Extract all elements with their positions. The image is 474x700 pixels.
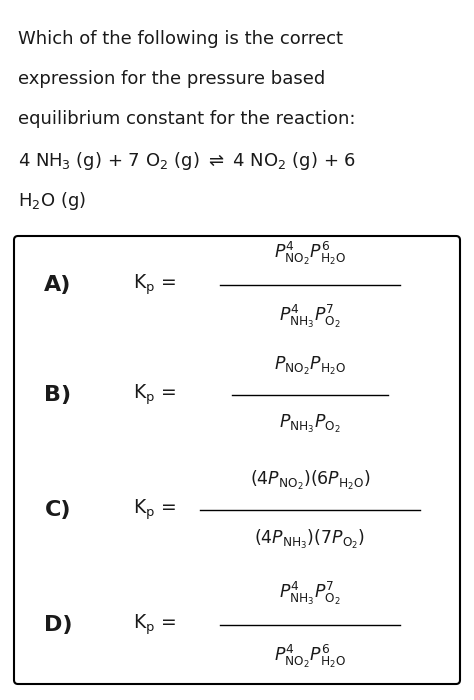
- Text: H$_2$O (g): H$_2$O (g): [18, 190, 86, 212]
- Text: $\mathrm{K_p}$ =: $\mathrm{K_p}$ =: [134, 498, 176, 522]
- Text: $P^4_{\mathrm{NH_3}}P^7_{\mathrm{O_2}}$: $P^4_{\mathrm{NH_3}}P^7_{\mathrm{O_2}}$: [279, 580, 341, 607]
- Text: $P_{\mathrm{NH_3}}P_{\mathrm{O_2}}$: $P_{\mathrm{NH_3}}P_{\mathrm{O_2}}$: [279, 413, 341, 435]
- Text: $\mathrm{K_p}$ =: $\mathrm{K_p}$ =: [134, 383, 176, 407]
- Text: Which of the following is the correct: Which of the following is the correct: [18, 30, 343, 48]
- Text: expression for the pressure based: expression for the pressure based: [18, 70, 325, 88]
- Text: B): B): [45, 385, 72, 405]
- Text: C): C): [45, 500, 71, 520]
- Text: $P_{\mathrm{NO_2}}P_{\mathrm{H_2O}}$: $P_{\mathrm{NO_2}}P_{\mathrm{H_2O}}$: [274, 355, 346, 377]
- Text: $P^4_{\mathrm{NH_3}}P^7_{\mathrm{O_2}}$: $P^4_{\mathrm{NH_3}}P^7_{\mathrm{O_2}}$: [279, 303, 341, 330]
- Text: A): A): [44, 275, 72, 295]
- Text: D): D): [44, 615, 72, 635]
- Text: $(4P_{\mathrm{NO_2}})(6P_{\mathrm{H_2O}})$: $(4P_{\mathrm{NO_2}})(6P_{\mathrm{H_2O}}…: [250, 469, 370, 492]
- Text: $P^4_{\mathrm{NO_2}}P^6_{\mathrm{H_2O}}$: $P^4_{\mathrm{NO_2}}P^6_{\mathrm{H_2O}}$: [274, 643, 346, 670]
- Text: $\mathrm{K_p}$ =: $\mathrm{K_p}$ =: [134, 273, 176, 298]
- Text: equilibrium constant for the reaction:: equilibrium constant for the reaction:: [18, 110, 356, 128]
- Text: $P^4_{\mathrm{NO_2}}P^6_{\mathrm{H_2O}}$: $P^4_{\mathrm{NO_2}}P^6_{\mathrm{H_2O}}$: [274, 240, 346, 267]
- Text: $(4P_{\mathrm{NH_3}})(7P_{\mathrm{O_2}})$: $(4P_{\mathrm{NH_3}})(7P_{\mathrm{O_2}})…: [255, 528, 365, 551]
- FancyBboxPatch shape: [14, 236, 460, 684]
- Text: $\mathrm{K_p}$ =: $\mathrm{K_p}$ =: [134, 612, 176, 637]
- Text: 4 NH$_3$ (g) + 7 O$_2$ (g) $\rightleftharpoons$ 4 NO$_2$ (g) + 6: 4 NH$_3$ (g) + 7 O$_2$ (g) $\rightleftha…: [18, 150, 356, 172]
